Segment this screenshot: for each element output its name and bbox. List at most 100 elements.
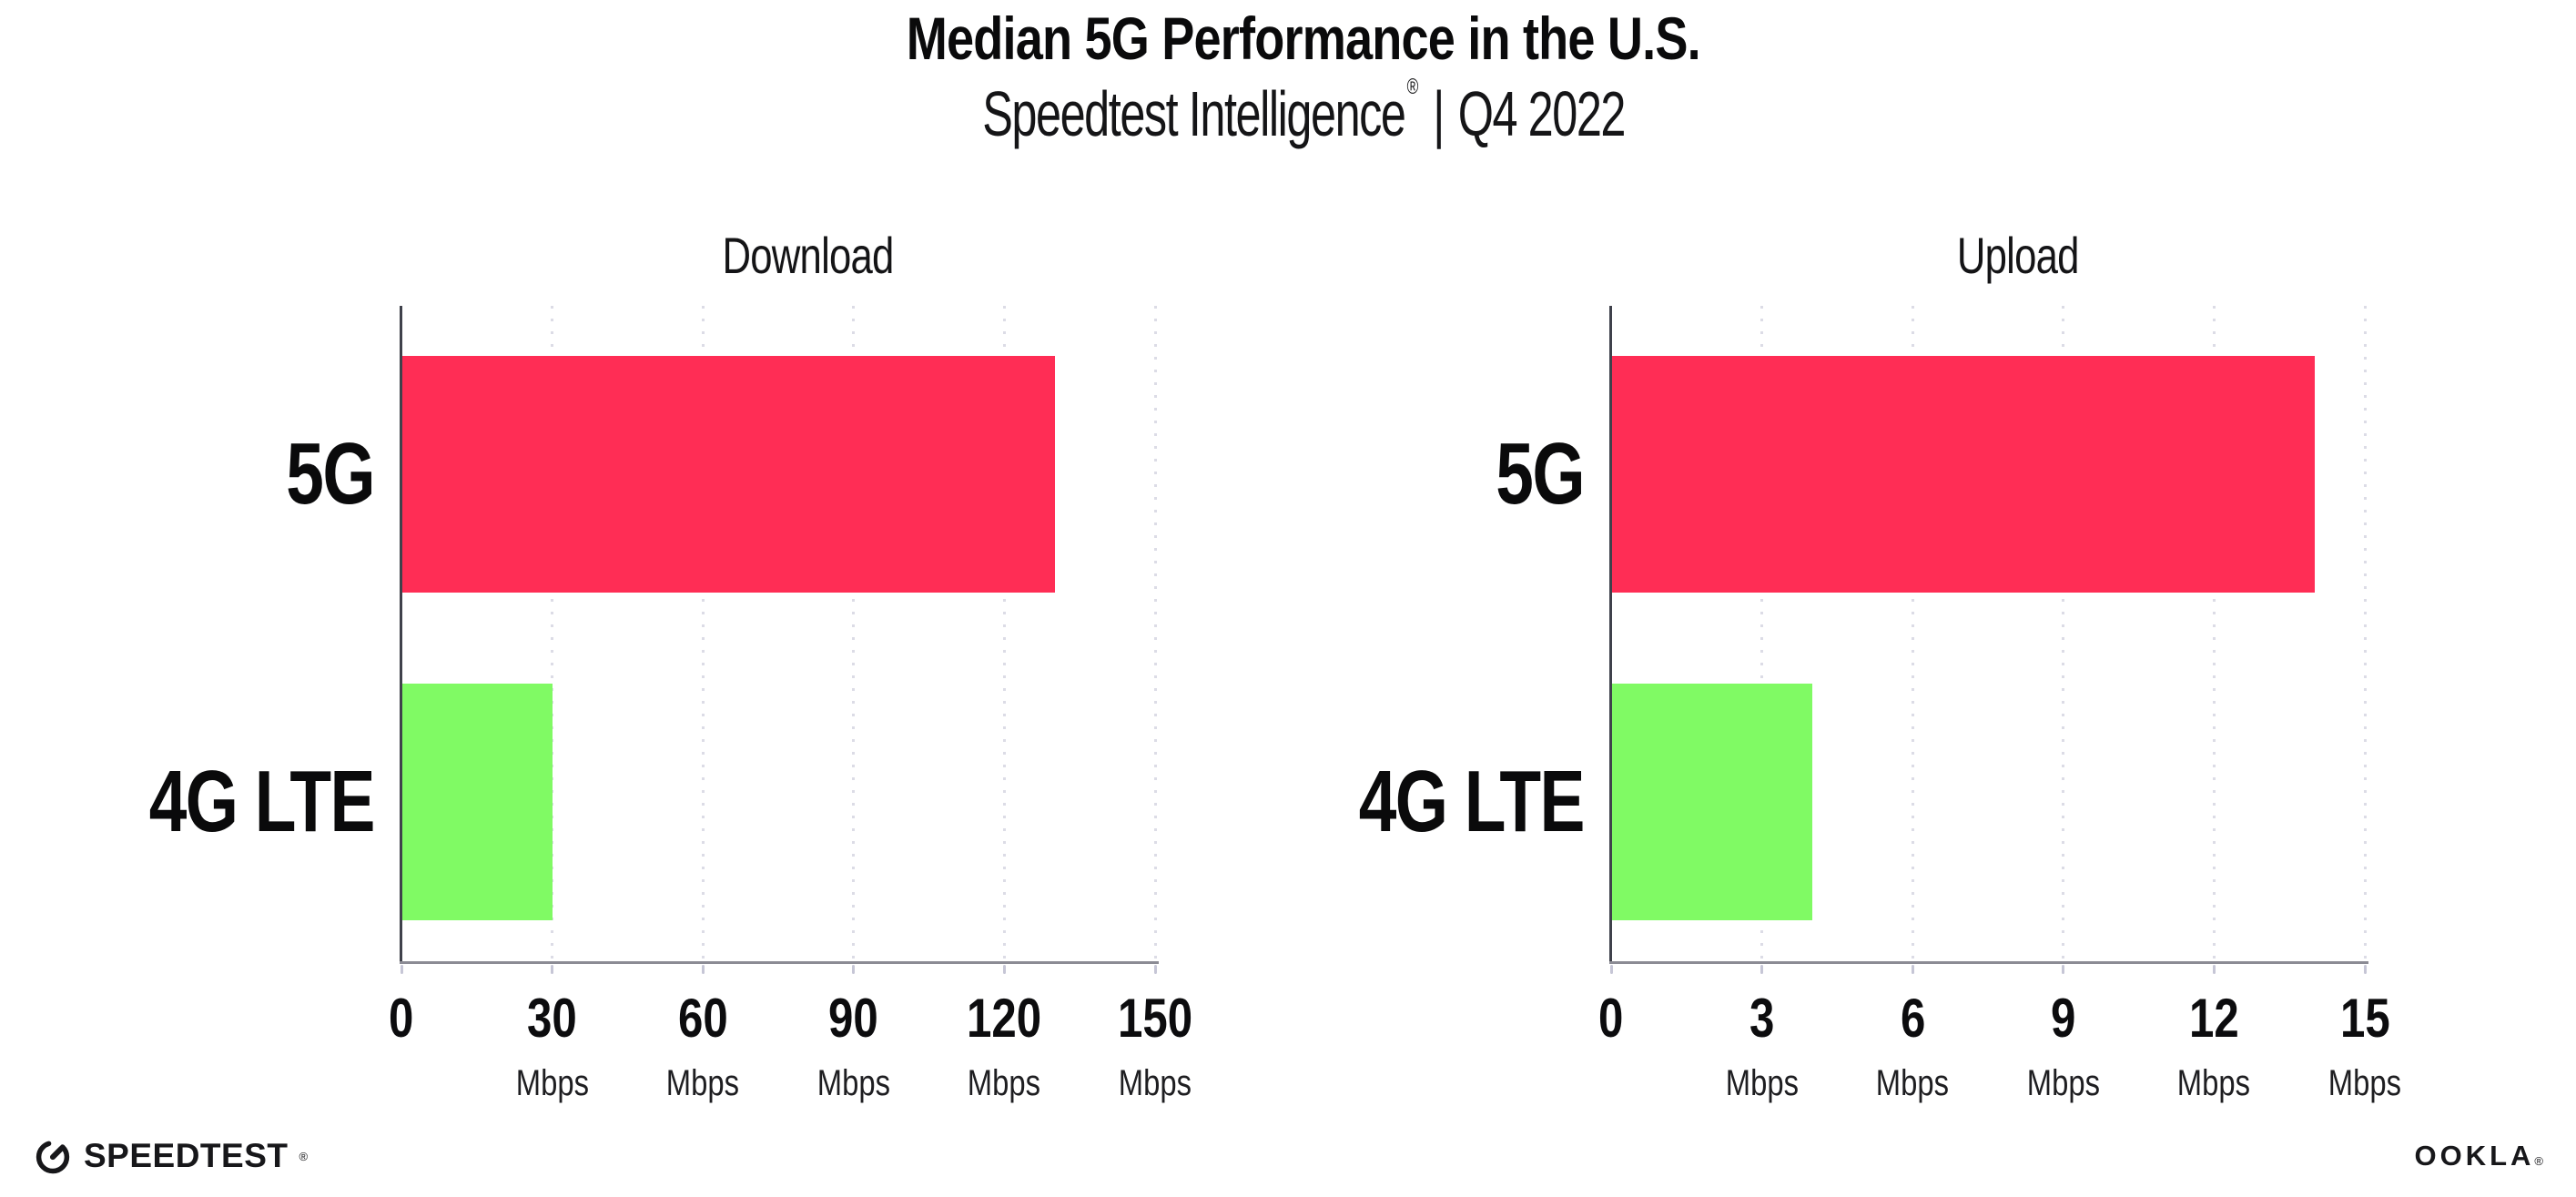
x-tick-mark-0 [400,965,403,974]
x-tick-unit: Mbps [1982,1063,2145,1111]
footer: SPEEDTEST ® OOKLA ® [0,1127,2576,1185]
x-tick-value-text: 30 [527,988,577,1049]
speedtest-logo: SPEEDTEST ® [33,1136,308,1176]
x-tick-unit-text: Mbps [666,1063,740,1103]
x-tick-label-0: 0 [1529,990,1693,1061]
gridline-15 [2363,306,2367,961]
x-tick-value: 6 [1831,990,1994,1061]
x-tick-value: 90 [772,990,936,1061]
x-tick-unit: Mbps [2132,1063,2296,1111]
x-tick-value: 0 [319,990,483,1061]
gridline-60 [701,306,705,961]
x-tick-label-90: 90 Mbps [772,990,936,1111]
x-tick-unit-text: Mbps [968,1063,1041,1103]
x-axis-spine [1609,961,2368,964]
category-label-text-4g-lte: 4G LTE [148,753,376,850]
download-chart-title: Download [431,226,1185,284]
x-tick-unit: Mbps [772,1063,936,1111]
x-tick-value-text: 120 [967,988,1042,1049]
x-tick-value-text: 150 [1117,988,1193,1049]
x-tick-unit: Mbps [1073,1063,1237,1111]
gridline-120 [1002,306,1006,961]
x-tick-unit-text: Mbps [1118,1063,1192,1103]
x-tick-label-15: 15 Mbps [2283,990,2447,1111]
x-tick-label-12: 12 Mbps [2132,990,2296,1111]
gauge-needle [49,1145,65,1161]
bar-5g [401,356,1055,593]
gridline-150 [1153,306,1157,961]
category-label-text-4g-lte: 4G LTE [1358,753,1586,850]
gridline-30 [551,306,554,961]
x-tick-value: 12 [2132,990,2296,1061]
bar-5g [1611,356,2315,593]
category-label-4g-lte: 4G LTE [86,743,376,861]
x-tick-label-6: 6 Mbps [1831,990,1994,1111]
x-tick-value-text: 12 [2189,988,2239,1049]
x-tick-label-60: 60 Mbps [621,990,785,1111]
x-tick-value: 120 [922,990,1086,1061]
subtitle-separator: | [1433,78,1445,149]
x-tick-unit: Mbps [922,1063,1086,1111]
bar-4g-lte [401,684,553,920]
x-tick-mark-120 [1002,965,1006,974]
x-tick-label-3: 3 Mbps [1680,990,1844,1111]
x-tick-value: 30 [471,990,634,1061]
x-tick-mark-12 [2212,965,2216,974]
subtitle-brand: Speedtest Intelligence [982,78,1406,149]
upload-chart-title: Upload [1641,226,2395,284]
x-tick-unit-text: Mbps [1876,1063,1950,1103]
x-tick-value-text: 0 [1598,988,1624,1049]
ookla-trademark-symbol: ® [2534,1154,2543,1168]
ookla-logo-text: OOKLA [2414,1140,2535,1172]
x-tick-unit: Mbps [2283,1063,2447,1111]
x-tick-unit-text: Mbps [2328,1063,2402,1103]
x-tick-unit-text: Mbps [1725,1063,1799,1103]
ookla-logo: OOKLA ® [2414,1140,2543,1172]
x-tick-value-text: 0 [389,988,414,1049]
x-tick-mark-15 [2363,965,2367,974]
x-tick-value: 0 [1529,990,1693,1061]
x-tick-mark-0 [1609,965,1613,974]
x-tick-value: 15 [2283,990,2447,1061]
subtitle-period: Q4 2022 [1457,78,1627,149]
y-axis-spine [1609,306,1612,963]
x-tick-value: 150 [1073,990,1237,1061]
x-tick-value: 60 [621,990,785,1061]
y-axis-spine [400,306,402,963]
gridline-90 [852,306,856,961]
download-chart-title-text: Download [722,227,895,284]
x-tick-mark-30 [551,965,554,974]
category-label-5g: 5G [261,415,375,533]
x-tick-mark-3 [1760,965,1764,974]
page-subtitle: Speedtest Intelligence® | Q4 2022 [15,75,2576,150]
x-tick-value-text: 3 [1749,988,1775,1049]
x-tick-value: 9 [1982,990,2145,1061]
x-tick-unit-text: Mbps [2026,1063,2100,1103]
x-tick-mark-6 [1911,965,1914,974]
gridline-6 [1911,306,1914,961]
x-tick-value-text: 90 [828,988,879,1049]
category-label-text-5g: 5G [286,425,375,522]
page-title-text: Median 5G Performance in the U.S. [906,5,1701,72]
category-label-5g: 5G [1471,415,1585,533]
x-tick-mark-60 [701,965,705,974]
speedtest-trademark-symbol: ® [299,1149,309,1163]
category-label-4g-lte: 4G LTE [1295,743,1586,861]
x-tick-unit-text: Mbps [2177,1063,2251,1103]
x-tick-value-text: 15 [2339,988,2390,1049]
x-tick-mark-90 [852,965,856,974]
x-tick-unit: Mbps [621,1063,785,1111]
x-tick-value-text: 9 [2051,988,2076,1049]
upload-chart-title-text: Upload [1957,227,2080,284]
x-tick-value-text: 60 [677,988,728,1049]
x-tick-value: 3 [1680,990,1844,1061]
x-tick-value-text: 6 [1900,988,1925,1049]
x-tick-unit-text: Mbps [515,1063,589,1103]
x-tick-unit-text: Mbps [816,1063,890,1103]
x-tick-unit: Mbps [1680,1063,1844,1111]
x-tick-mark-150 [1153,965,1157,974]
registered-trademark-symbol: ® [1406,75,1419,99]
x-tick-label-30: 30 Mbps [471,990,634,1111]
speedtest-logo-text: SPEEDTEST [84,1137,289,1174]
